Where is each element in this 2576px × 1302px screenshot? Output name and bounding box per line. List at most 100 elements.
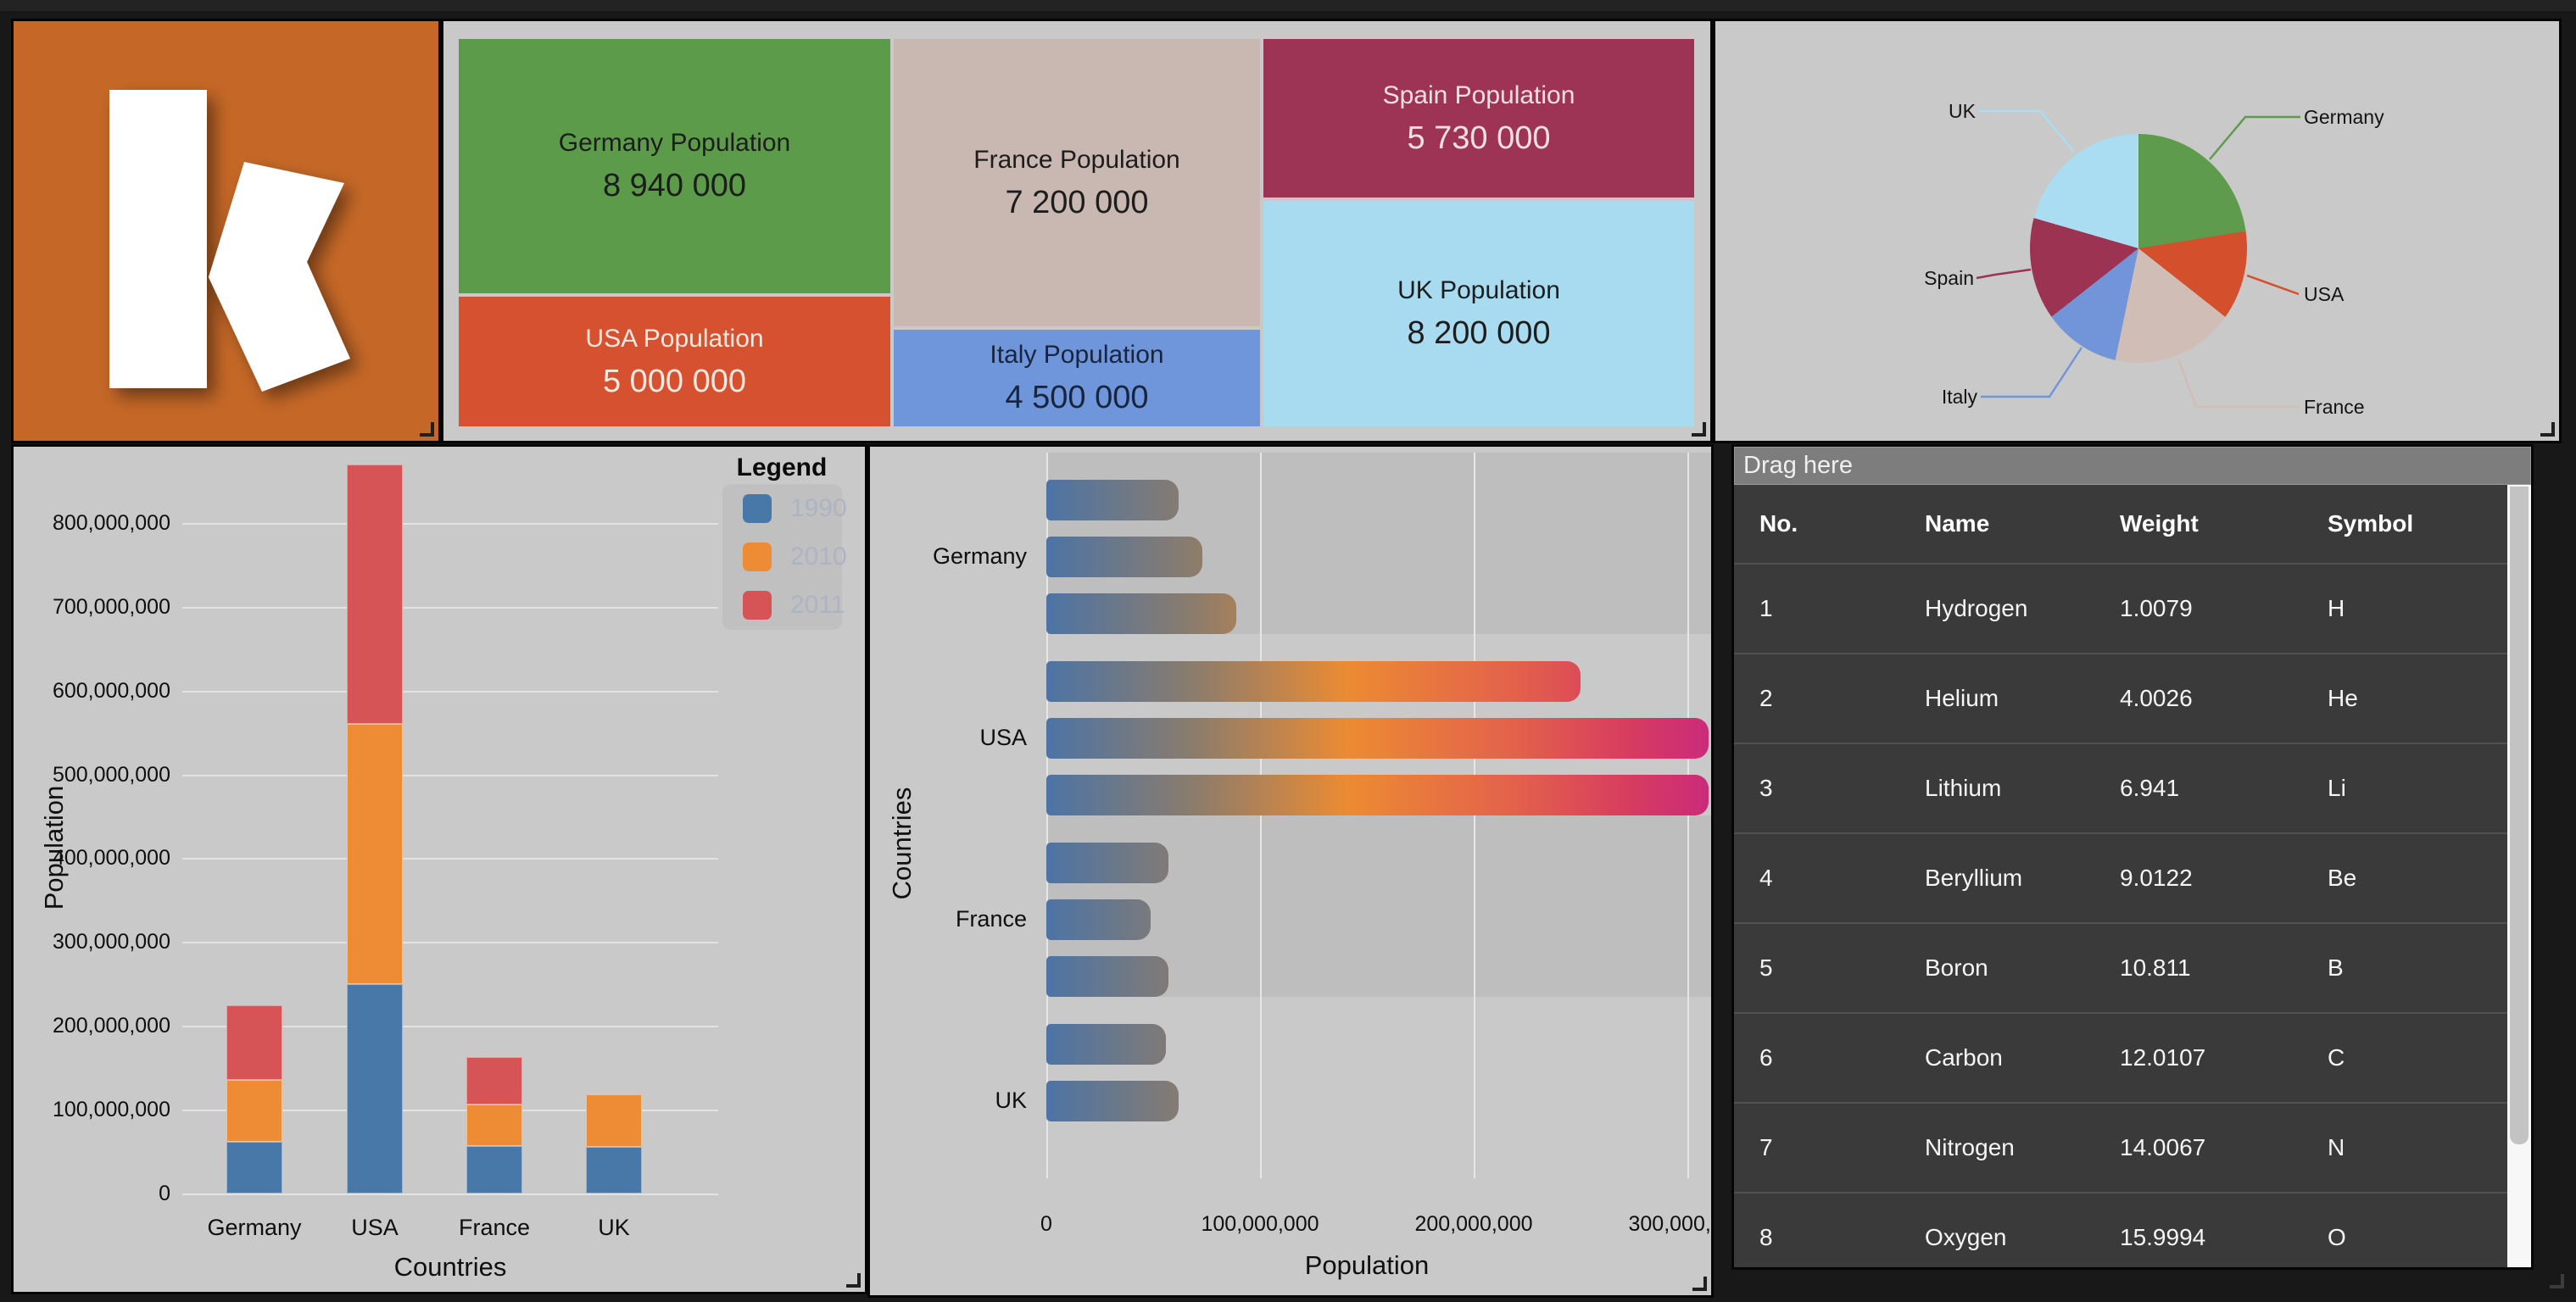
stacked-bar-segment-2011[interactable] xyxy=(347,464,403,725)
y-gridline xyxy=(182,1110,718,1112)
horizontal-bar-chart-panel: 0 100,000,000 200,000,000 300,000,000 German… xyxy=(870,447,1711,1295)
pie-slice-label: USA xyxy=(2304,283,2345,305)
stacked-bar-segment-1990[interactable] xyxy=(347,983,403,1194)
table-cell: O xyxy=(2328,1224,2346,1250)
x-axis-tick-label: 0 xyxy=(1040,1212,1052,1236)
gradient-bar-2010[interactable] xyxy=(1046,537,1202,577)
table-row[interactable]: 5 Boron 10.811 B xyxy=(1734,922,2507,1012)
gradient-bar-2011[interactable] xyxy=(1046,956,1168,997)
resize-handle-icon[interactable] xyxy=(420,422,434,437)
legend-item-2010[interactable]: 2010 xyxy=(743,542,847,571)
treemap-tile[interactable]: Germany Population 8 940 000 xyxy=(459,39,890,293)
drag-here-bar[interactable]: Drag here xyxy=(1734,447,2531,485)
legend-box: 1990 2010 2011 xyxy=(722,484,847,630)
gradient-bar-2011[interactable] xyxy=(1046,775,1709,815)
table-row[interactable]: 7 Nitrogen 14.0067 N xyxy=(1734,1102,2507,1192)
dashboard-resize-handle-icon[interactable] xyxy=(2550,1274,2564,1288)
table-scrollbar-track[interactable] xyxy=(2507,485,2531,1267)
table-header-cell: Name xyxy=(1925,510,1990,537)
table-cell: Oxygen xyxy=(1925,1224,2007,1250)
legend-item-1990[interactable]: 1990 xyxy=(743,494,847,523)
pie-slice-label: UK xyxy=(1949,100,1976,122)
table-cell: 6 xyxy=(1759,1044,1773,1071)
gradient-bar-2010[interactable] xyxy=(1046,899,1151,940)
table-header-row: No. Name Weight Symbol xyxy=(1734,485,2507,563)
treemap-tile[interactable]: UK Population 8 200 000 xyxy=(1263,201,1694,426)
k-arm xyxy=(209,162,350,392)
legend-swatch-icon xyxy=(743,494,772,523)
table-row[interactable]: 6 Carbon 12.0107 C xyxy=(1734,1012,2507,1102)
gradient-bar-1990[interactable] xyxy=(1046,480,1179,520)
legend-item-label: 2011 xyxy=(790,591,845,619)
table-cell: Hydrogen xyxy=(1925,595,2028,621)
pie-callout-line xyxy=(1979,109,2075,153)
stacked-bar-segment-2011[interactable] xyxy=(466,1056,522,1105)
stacked-bar-segment-2010[interactable] xyxy=(466,1104,522,1146)
stacked-bar-segment-2010[interactable] xyxy=(347,724,403,984)
y-axis-category-label: UK xyxy=(995,1088,1027,1113)
kendo-logo-panel xyxy=(14,21,438,441)
legend-item-2011[interactable]: 2011 xyxy=(743,591,845,620)
stacked-bar-segment-2011[interactable] xyxy=(226,1005,282,1081)
pie-chart-circle[interactable] xyxy=(2030,134,2247,363)
gradient-bar-1990[interactable] xyxy=(1046,661,1581,702)
resize-handle-icon[interactable] xyxy=(1692,422,1706,437)
stacked-bar-segment-1990[interactable] xyxy=(226,1141,282,1194)
table-cell: 4 xyxy=(1759,865,1773,891)
stacked-bar-segment-2010[interactable] xyxy=(586,1094,642,1147)
treemap-tile[interactable]: Italy Population 4 500 000 xyxy=(894,330,1260,426)
table-row[interactable]: 3 Lithium 6.941 Li xyxy=(1734,743,2507,832)
table-cell: 14.0067 xyxy=(2120,1134,2206,1160)
x-axis-tick-label: 200,000,000 xyxy=(1414,1212,1533,1236)
treemap-tile[interactable]: USA Population 5 000 000 xyxy=(459,297,890,426)
x-axis-category-label: Germany xyxy=(207,1215,302,1240)
table-cell: 6.941 xyxy=(2120,775,2180,801)
gradient-bar-2010[interactable] xyxy=(1046,718,1709,759)
y-axis-tick-label: 200,000,000 xyxy=(52,1014,170,1038)
stacked-bar-segment-2010[interactable] xyxy=(226,1080,282,1142)
y-axis-title: Population xyxy=(39,785,69,910)
pie-callout-line xyxy=(2177,358,2300,409)
table-cell: Be xyxy=(2328,865,2357,891)
y-gridline xyxy=(182,1026,718,1028)
table-cell: 7 xyxy=(1759,1134,1773,1160)
legend-swatch-icon xyxy=(743,591,772,620)
stacked-bar-chart-panel: 0 100,000,000 200,000,000 300,000,000 400,00… xyxy=(14,447,865,1292)
table-cell: H xyxy=(2328,595,2345,621)
treemap-tile[interactable]: France Population 7 200 000 xyxy=(894,39,1260,326)
x-gridline xyxy=(1046,453,1048,1178)
x-axis-category-label: France xyxy=(458,1215,531,1240)
table-row[interactable]: 2 Helium 4.0026 He xyxy=(1734,653,2507,743)
gradient-bar-1990[interactable] xyxy=(1046,843,1168,883)
y-axis-tick-label: 500,000,000 xyxy=(52,762,170,787)
table-cell: Helium xyxy=(1925,685,1999,711)
y-axis-category-label: France xyxy=(955,906,1027,932)
treemap-tile-value: 5 730 000 xyxy=(1407,120,1551,156)
table-cell: 2 xyxy=(1759,685,1773,711)
stacked-bar-segment-1990[interactable] xyxy=(466,1145,522,1194)
gradient-bar-2010[interactable] xyxy=(1046,1081,1179,1121)
table-row[interactable]: 8 Oxygen 15.9994 O xyxy=(1734,1192,2507,1267)
gradient-bar-1990[interactable] xyxy=(1046,1024,1167,1065)
x-gridline xyxy=(1474,453,1475,1178)
table-cell: Beryllium xyxy=(1925,865,2023,891)
table-row[interactable]: 1 Hydrogen 1.0079 H xyxy=(1734,563,2507,653)
pie-callout-line xyxy=(1976,268,2032,280)
table-header-cell: Weight xyxy=(2120,510,2199,537)
resize-handle-icon[interactable] xyxy=(2540,422,2555,437)
table-scrollbar-thumb[interactable] xyxy=(2510,487,2529,1144)
gradient-bar-2011[interactable] xyxy=(1046,593,1237,634)
resize-handle-icon[interactable] xyxy=(846,1273,861,1288)
resize-handle-icon[interactable] xyxy=(1692,1277,1707,1291)
stacked-bar-chart: 0 100,000,000 200,000,000 300,000,000 400,00… xyxy=(14,447,865,1292)
y-gridline xyxy=(182,522,718,525)
stacked-bar-segment-1990[interactable] xyxy=(586,1146,642,1194)
treemap-tile-value: 8 200 000 xyxy=(1407,315,1551,351)
y-axis-category-label: Germany xyxy=(932,543,1027,569)
treemap-tile[interactable]: Spain Population 5 730 000 xyxy=(1263,39,1694,198)
treemap-tile-value: 4 500 000 xyxy=(1005,380,1149,415)
table-row[interactable]: 4 Beryllium 9.0122 Be xyxy=(1734,832,2507,922)
y-axis-title: Countries xyxy=(887,787,917,900)
y-gridline xyxy=(182,606,718,609)
legend-swatch-icon xyxy=(743,542,772,571)
